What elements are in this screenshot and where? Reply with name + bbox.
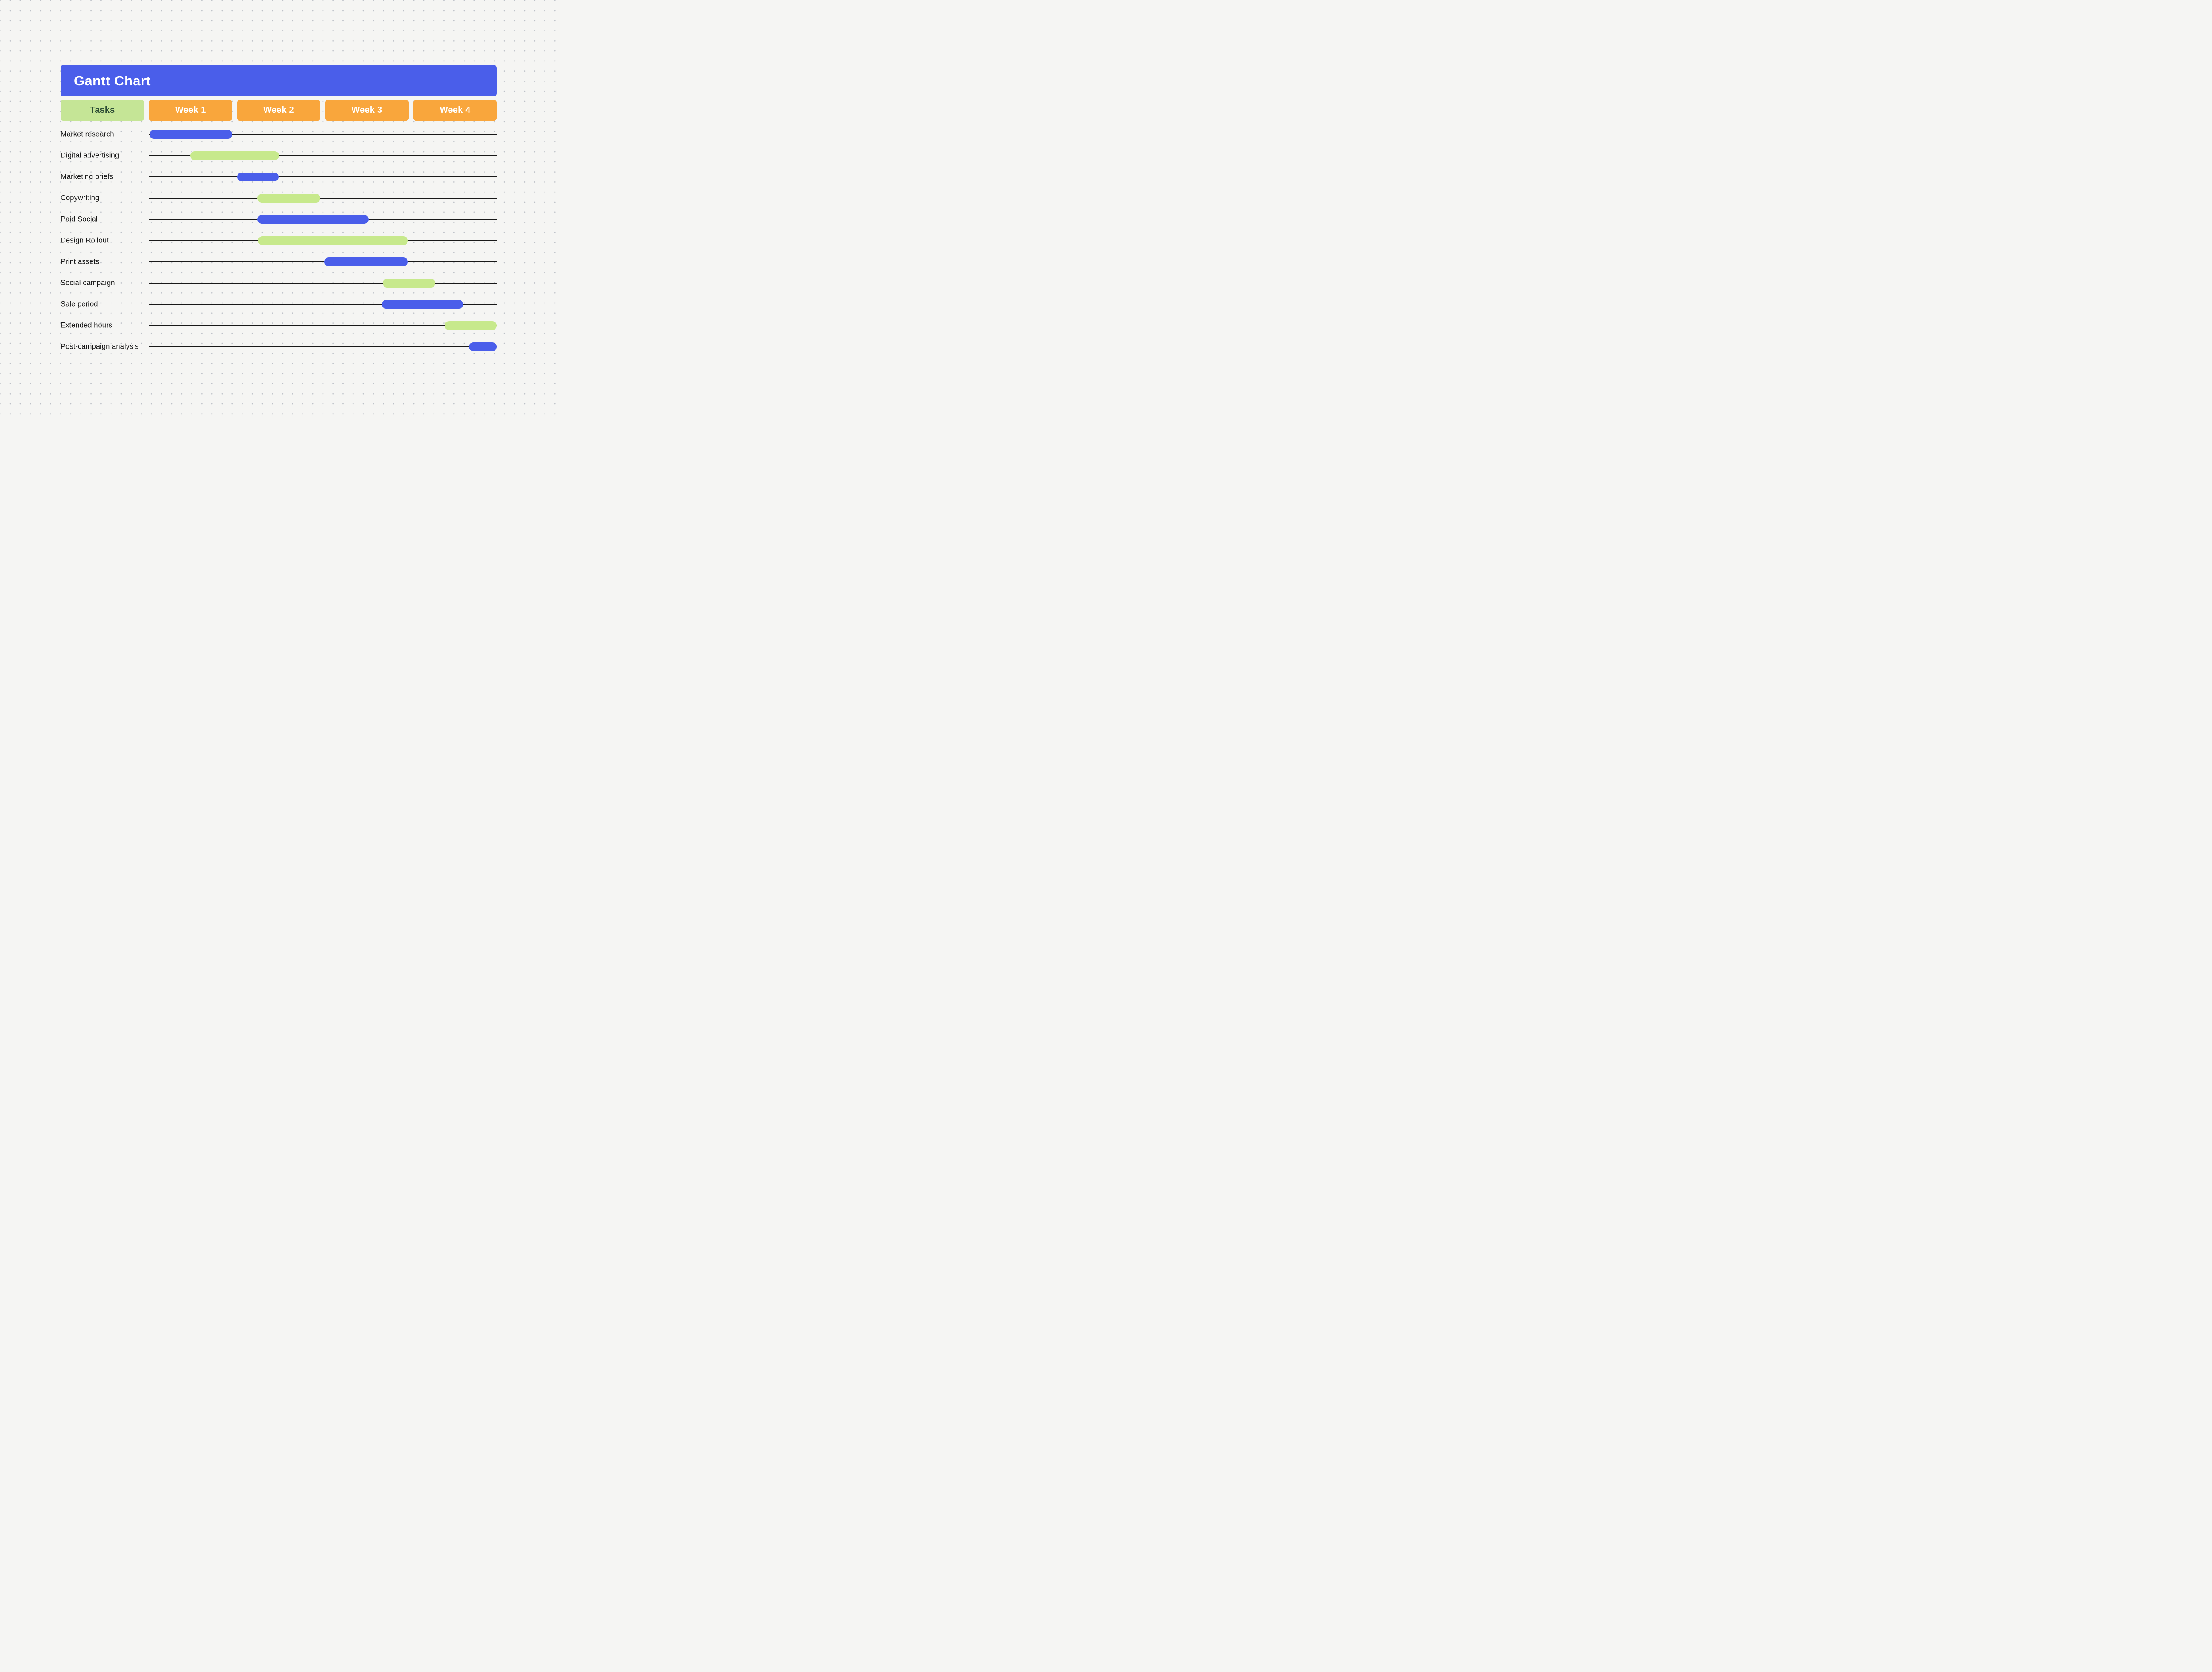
task-row: Post-campaign analysis [0,336,557,357]
task-timeline [148,124,497,145]
task-label: Marketing briefs [61,173,113,181]
task-label: Sale period [61,300,98,308]
task-timeline [148,315,497,336]
task-bar-green [382,279,436,288]
tasks-column-header-label: Tasks [90,105,115,115]
task-row: Paid Social [0,209,557,230]
task-bar-blue [257,215,369,224]
task-row: Marketing briefs [0,166,557,188]
task-timeline [148,336,497,357]
task-bar-blue [469,342,497,351]
task-row: Print assets [0,251,557,272]
task-bar-green [257,194,320,203]
week-2-column-header: Week 2 [237,100,321,121]
task-bar-blue [237,173,279,181]
task-bar-blue [382,300,463,309]
task-timeline [148,294,497,315]
task-row: Digital advertising [0,145,557,166]
task-row: Sale period [0,294,557,315]
task-bar-green [444,321,497,330]
gantt-chart-canvas: Gantt Chart Tasks Week 1 Week 2 Week 3 W… [0,0,557,418]
week-1-column-header-label: Week 1 [175,105,206,115]
title-bar: Gantt Chart [61,65,497,96]
task-label: Paid Social [61,215,98,223]
task-timeline [148,209,497,230]
task-bar-green [190,151,279,160]
task-timeline [148,251,497,272]
task-timeline [148,230,497,251]
task-row: Design Rollout [0,230,557,251]
timeline-line [148,134,497,135]
task-label: Digital advertising [61,151,119,160]
task-bar-blue [149,130,233,139]
task-label: Extended hours [61,321,112,330]
timeline-line [148,304,497,305]
timeline-line [148,346,497,347]
task-label: Post-campaign analysis [61,342,139,351]
task-row: Market research [0,124,557,145]
timeline-line [148,155,497,156]
task-label: Print assets [61,257,100,266]
task-timeline [148,145,497,166]
week-1-column-header: Week 1 [149,100,233,121]
task-label: Social campaign [61,279,115,287]
task-timeline [148,272,497,294]
week-3-column-header-label: Week 3 [351,105,383,115]
timeline-line [148,283,497,284]
task-label: Design Rollout [61,236,109,245]
page-title: Gantt Chart [74,73,151,88]
tasks-column-header: Tasks [61,100,144,121]
week-3-column-header: Week 3 [325,100,409,121]
week-4-column-header: Week 4 [413,100,497,121]
task-row: Copywriting [0,188,557,209]
timeline-line [148,176,497,177]
week-4-column-header-label: Week 4 [439,105,471,115]
task-row: Social campaign [0,272,557,294]
task-timeline [148,166,497,188]
timeline-line [148,198,497,199]
task-label: Market research [61,130,114,138]
task-bar-green [257,236,408,245]
header-row: Tasks Week 1 Week 2 Week 3 Week 4 [61,100,497,121]
task-label: Copywriting [61,194,100,202]
task-bar-blue [324,257,408,266]
timeline-line [148,325,497,326]
task-row: Extended hours [0,315,557,336]
timeline-line [148,261,497,262]
week-2-column-header-label: Week 2 [263,105,294,115]
task-timeline [148,188,497,209]
